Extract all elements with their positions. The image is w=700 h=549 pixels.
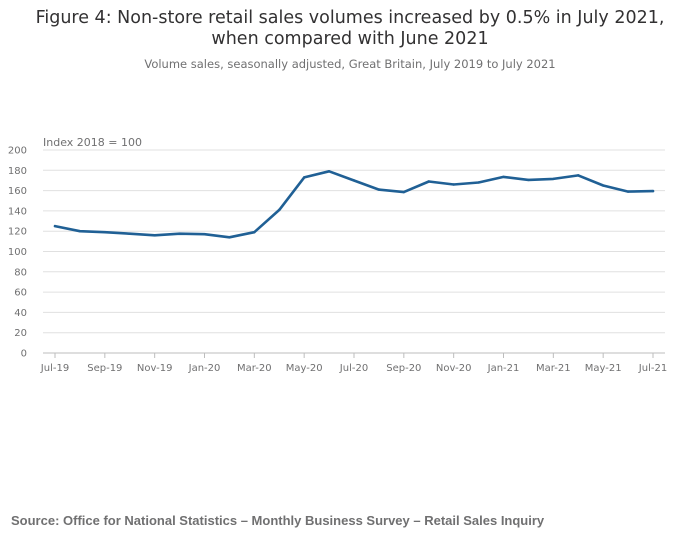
- y-axis-unit-label: Index 2018 = 100: [43, 136, 142, 149]
- y-tick-label: 100: [8, 247, 27, 258]
- data-point: [377, 188, 381, 191]
- data-point: [626, 190, 630, 193]
- y-tick-label: 200: [8, 146, 27, 157]
- y-axis: 0 20 40 60 80 100 120 140 160 180 200: [8, 146, 27, 360]
- y-tick-label: 160: [8, 186, 27, 197]
- y-tick-label: 120: [8, 227, 27, 238]
- x-tick-label: Jan-20: [188, 363, 221, 374]
- data-point: [427, 180, 430, 183]
- data-point: [552, 177, 555, 181]
- x-axis: Jul-19 Sep-19 Nov-19 Jan-20 Mar-20 May-20 Jul-…: [40, 353, 667, 374]
- data-point: [352, 179, 356, 182]
- chart-title-line-1: Figure 4: Non-store retail sales volumes…: [35, 8, 665, 28]
- x-tick-label: May-20: [286, 363, 323, 374]
- y-tick-label: 0: [21, 349, 27, 360]
- chart-title-line-2: when compared with June 2021: [211, 29, 489, 49]
- y-tick-label: 80: [14, 267, 27, 278]
- x-tick-label: Mar-21: [536, 363, 571, 374]
- y-tick-label: 140: [8, 206, 27, 217]
- data-point: [278, 208, 281, 212]
- data-point: [327, 170, 331, 173]
- data-point: [651, 189, 655, 193]
- x-tick-label: Jul-21: [638, 363, 667, 374]
- data-point: [302, 176, 306, 179]
- x-tick-label: May-21: [585, 363, 622, 374]
- x-tick-label: Jul-19: [40, 363, 69, 374]
- x-tick-label: Jan-21: [487, 363, 520, 374]
- y-tick-label: 40: [14, 308, 27, 319]
- x-tick-label: Sep-19: [87, 363, 122, 374]
- data-point: [203, 233, 206, 236]
- y-tick-label: 20: [14, 328, 27, 339]
- data-point: [128, 232, 131, 235]
- data-point: [253, 231, 256, 234]
- data-point: [477, 181, 480, 184]
- series-group: [53, 170, 655, 239]
- data-point: [103, 231, 107, 234]
- source-note: Source: Office for National Statistics –…: [11, 513, 545, 528]
- y-tick-label: 180: [8, 166, 27, 177]
- x-tick-label: Jul-20: [339, 363, 368, 374]
- data-point: [601, 184, 605, 187]
- x-tick-label: Nov-19: [137, 363, 173, 374]
- x-tick-label: Sep-20: [386, 363, 421, 374]
- data-point: [527, 178, 530, 182]
- x-tick-label: Nov-20: [436, 363, 472, 374]
- data-point: [452, 183, 455, 186]
- data-point: [53, 224, 57, 228]
- y-tick-label: 60: [14, 288, 27, 299]
- chart-title: Figure 4: Non-store retail sales volumes…: [0, 8, 700, 50]
- chart-subtitle: Volume sales, seasonally adjusted, Great…: [144, 57, 556, 71]
- data-point: [228, 236, 231, 239]
- data-point: [577, 174, 580, 177]
- data-point: [78, 230, 82, 233]
- data-point: [178, 232, 181, 235]
- data-point: [153, 234, 156, 237]
- data-point: [402, 190, 406, 194]
- x-tick-label: Mar-20: [237, 363, 272, 374]
- data-point: [502, 175, 505, 179]
